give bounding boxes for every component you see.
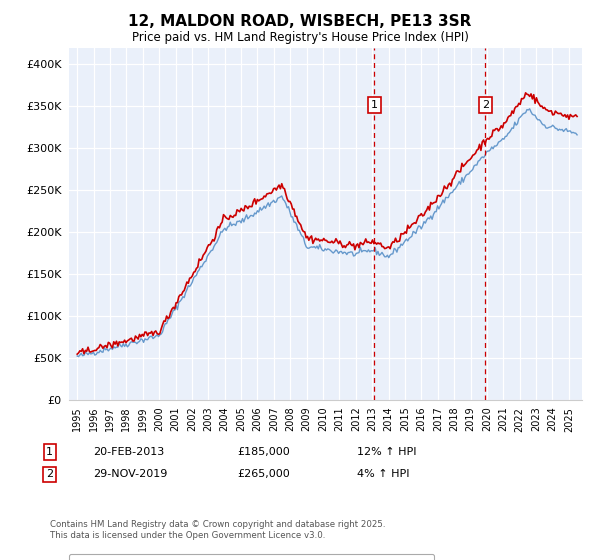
Text: £185,000: £185,000 [237,447,290,457]
Text: 29-NOV-2019: 29-NOV-2019 [93,469,167,479]
Text: £265,000: £265,000 [237,469,290,479]
Text: Price paid vs. HM Land Registry's House Price Index (HPI): Price paid vs. HM Land Registry's House … [131,31,469,44]
Text: 12% ↑ HPI: 12% ↑ HPI [357,447,416,457]
Text: 1: 1 [46,447,53,457]
Text: 20-FEB-2013: 20-FEB-2013 [93,447,164,457]
Text: 2: 2 [46,469,53,479]
Text: 4% ↑ HPI: 4% ↑ HPI [357,469,409,479]
Text: 1: 1 [371,100,378,110]
Text: 12, MALDON ROAD, WISBECH, PE13 3SR: 12, MALDON ROAD, WISBECH, PE13 3SR [128,14,472,29]
Legend: 12, MALDON ROAD, WISBECH, PE13 3SR (detached house), HPI: Average price, detache: 12, MALDON ROAD, WISBECH, PE13 3SR (deta… [69,554,434,560]
Text: 2: 2 [482,100,489,110]
Text: Contains HM Land Registry data © Crown copyright and database right 2025.
This d: Contains HM Land Registry data © Crown c… [50,520,385,540]
